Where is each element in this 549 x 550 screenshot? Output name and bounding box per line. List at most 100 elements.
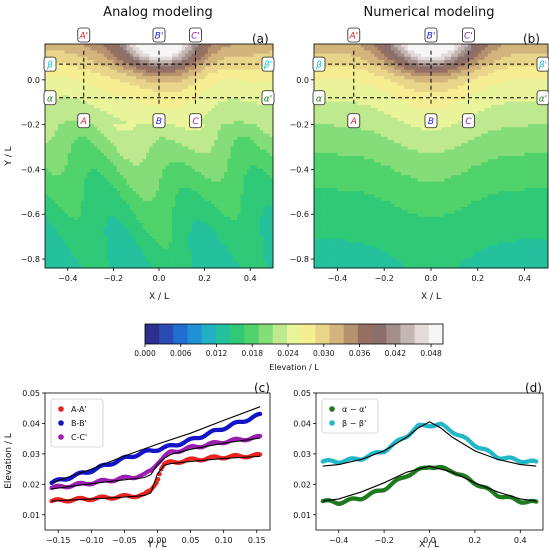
panel-a-map-cell (119, 72, 124, 77)
panel-a-map-cell (175, 181, 179, 186)
panel-a-map-cell (129, 120, 134, 125)
panel-a-map-cell (194, 200, 199, 205)
panel-a-map-cell (198, 159, 202, 163)
panel-a-map-cell (185, 261, 189, 266)
panel-a-map-cell (263, 207, 267, 211)
panel-a-map-cell (191, 50, 196, 54)
panel-a-map-cell (191, 111, 196, 115)
panel-a-map-cell (54, 216, 59, 221)
panel-a-map-cell (106, 156, 111, 160)
panel-a-map-cell (178, 178, 183, 182)
panel-a-map-cell (237, 114, 241, 118)
panel-a-map-cell (119, 92, 124, 96)
panel-a-map-cell (74, 124, 78, 128)
panel-a-map-cell (165, 50, 170, 54)
panel-a-map-cell (217, 242, 222, 246)
panel-a-map-cell (139, 114, 144, 118)
panel-a-map-cell (263, 53, 267, 58)
panel-a-map-cell (194, 130, 199, 134)
profile-label: B' (155, 32, 164, 42)
panel-a-map-cell (159, 252, 163, 256)
panel-a-map-cell (253, 194, 258, 198)
panel-a-map-cell (136, 261, 140, 266)
panel-a-map-cell (230, 223, 235, 227)
panel-a-map-cell (142, 239, 147, 243)
panel-a-map-cell (113, 200, 118, 205)
panel-a-map-cell (256, 69, 261, 74)
panel-a-map-cell (162, 88, 166, 93)
panel-a-map-cell (165, 223, 170, 227)
panel-a-map-cell (227, 165, 232, 170)
panel-b-map-cell (417, 44, 422, 48)
panel-a-map-cell (110, 248, 114, 253)
panel-a-map-cell (259, 149, 264, 154)
panel-a-map-cell (217, 191, 222, 195)
panel-a-map-cell (90, 239, 95, 243)
panel-a-map-cell (87, 248, 91, 253)
panel-a-map-cell (93, 149, 98, 154)
panel-a-map-cell (253, 136, 258, 141)
panel-a-map-cell (142, 216, 147, 221)
panel-a-map-cell (188, 264, 192, 269)
panel-a-map-cell (207, 117, 212, 122)
panel-a-map-cell (233, 165, 238, 170)
panel-a-map-cell (263, 191, 267, 195)
panel-a-map-cell (145, 149, 150, 154)
panel-a-map-cell (61, 47, 65, 51)
panel-a-map-cell (204, 236, 209, 240)
panel-a-map-cell (175, 69, 179, 74)
panel-a-map-cell (132, 258, 137, 262)
panel-a-map-cell (263, 236, 267, 240)
panel-a-map-cell (87, 66, 91, 70)
panel-a-map-cell (159, 197, 163, 202)
panel-a-map-cell (58, 188, 62, 192)
panel-a-map-cell (110, 82, 114, 86)
panel-a-map-cell (204, 120, 209, 125)
panel-a-map-cell (139, 56, 144, 61)
panel-a-map-cell (259, 124, 264, 128)
panel-a-map-cell (129, 248, 134, 253)
panel-a-map-cell (97, 108, 101, 112)
panel-a-map-cell (227, 194, 232, 198)
panel-a-map-cell (172, 204, 176, 208)
panel-a-map-cell (250, 63, 254, 67)
panel-a-map-cell (191, 168, 196, 173)
panel-a-map-cell (194, 181, 199, 186)
profile-label: α (47, 94, 53, 104)
panel-a-map-cell (227, 108, 232, 112)
panel-a-map-cell (250, 69, 254, 74)
panel-a-map-cell (87, 255, 91, 259)
panel-a-map-cell (100, 223, 105, 227)
panel-a-map-cell (165, 207, 170, 211)
panel-a-map-cell (159, 207, 163, 211)
panel-a-map-cell (246, 200, 251, 205)
panel-a-map-cell (132, 63, 137, 67)
panel-a-map-cell (269, 181, 274, 186)
panel-a-map-cell (211, 149, 215, 154)
panel-a-map-cell (113, 120, 118, 125)
panel-a-map-cell (71, 143, 75, 147)
panel-a-map-cell (139, 184, 144, 189)
panel-a-map-cell (58, 136, 62, 141)
panel-a-map-cell (84, 53, 88, 58)
panel-a-map-cell (113, 165, 118, 170)
panel-a-map-cell (129, 53, 134, 58)
panel-a-map-cell (103, 184, 108, 189)
panel-a-map-cell (54, 117, 59, 122)
panel-a-map-cell (126, 181, 131, 186)
panel-a-map-cell (217, 146, 222, 150)
panel-a-map-cell (90, 124, 95, 128)
panel-a-map-cell (243, 255, 248, 259)
panel-a-map-cell (136, 79, 140, 83)
panel-a-map-cell (58, 226, 62, 230)
panel-a-map-cell (116, 85, 121, 90)
panel-a-map-cell (250, 117, 254, 122)
panel-a-map-cell (181, 232, 186, 237)
panel-a-map-cell (129, 136, 134, 141)
panel-a-map-cell (132, 223, 137, 227)
panel-a-map-cell (119, 136, 124, 141)
panel-a-map-cell (185, 216, 189, 221)
panel-a-map-cell (175, 66, 179, 70)
panel-a-map-cell (243, 88, 248, 93)
panel-a-map-cell (259, 127, 264, 131)
